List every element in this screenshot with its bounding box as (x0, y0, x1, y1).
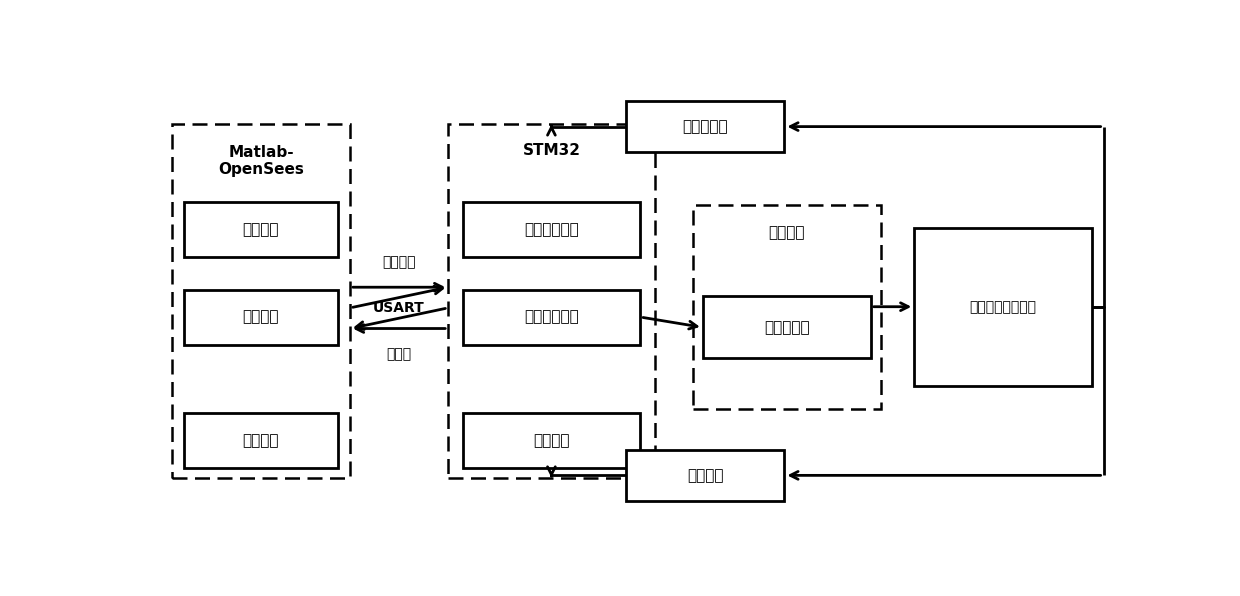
Text: 力信号: 力信号 (387, 347, 412, 361)
Bar (703, 296, 870, 358)
Bar (463, 414, 640, 468)
Text: 通讯程序: 通讯程序 (533, 433, 569, 448)
Bar (448, 125, 655, 477)
Bar (184, 290, 337, 344)
Text: STM32: STM32 (522, 142, 580, 158)
Bar (914, 228, 1092, 386)
Text: 数值模型: 数值模型 (243, 222, 279, 237)
Text: 非线性试验子结构: 非线性试验子结构 (970, 300, 1037, 313)
Bar (184, 202, 337, 257)
Text: 位移传感器: 位移传感器 (682, 119, 728, 134)
Text: 液压作动器: 液压作动器 (764, 320, 810, 335)
Text: USART: USART (373, 301, 425, 315)
Bar (626, 101, 785, 152)
Bar (172, 125, 350, 477)
Text: Matlab-
OpenSees: Matlab- OpenSees (218, 145, 304, 178)
Text: 力传感器: 力传感器 (687, 468, 723, 483)
Text: 位移信号: 位移信号 (382, 255, 415, 269)
Text: 控制算法程序: 控制算法程序 (525, 222, 579, 237)
Text: 执行机构: 执行机构 (769, 225, 805, 240)
Text: 数据处理: 数据处理 (243, 309, 279, 325)
Text: 数据采集程序: 数据采集程序 (525, 309, 579, 325)
Bar (463, 290, 640, 344)
Text: 通讯程序: 通讯程序 (243, 433, 279, 448)
Bar (626, 450, 785, 501)
Bar (184, 414, 337, 468)
Bar (463, 202, 640, 257)
Bar (693, 204, 880, 409)
